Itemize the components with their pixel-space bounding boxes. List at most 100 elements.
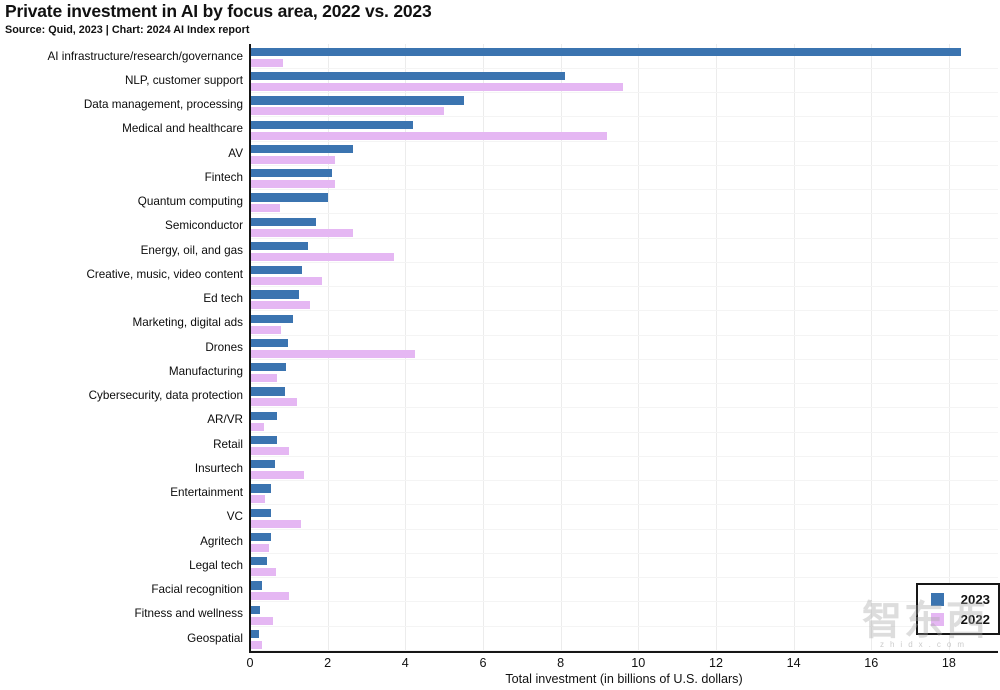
bar-2023 [250,314,293,323]
bar-group [250,460,305,480]
row-separator [250,480,998,482]
category-label: Semiconductor [165,219,243,233]
bar-group [250,411,278,431]
bar-2023 [250,338,289,348]
bar-2022 [250,325,282,334]
row-separator [250,189,998,191]
bar-group [250,72,623,92]
category-label: Legal tech [189,558,243,572]
bar-2022 [250,398,297,407]
bar-2023 [250,72,565,81]
category-row: NLP, customer support [0,69,1000,94]
bar-2022 [250,592,289,601]
category-label: Energy, oil, and gas [140,243,243,257]
x-tick-label: 18 [941,656,956,670]
bar-2022 [250,471,305,480]
bar-2023 [250,217,316,226]
bar-group [250,508,301,528]
category-label: Quantum computing [137,195,243,209]
category-row: Energy, oil, and gas [0,239,1000,263]
category-row: Medical and healthcare [0,117,1000,142]
bar-2022 [250,446,289,455]
bar-group [250,193,328,213]
gridline-x-10 [638,44,640,652]
gridline-x-18 [948,44,950,652]
bar-2023 [250,193,328,202]
x-tick-label: 8 [557,656,565,670]
bar-2022 [250,616,274,625]
bar-group [250,47,961,67]
category-row: Creative, music, video content [0,263,1000,288]
bar-2023 [250,581,262,590]
x-axis-line [249,650,998,653]
bar-2023 [250,557,268,566]
bar-2022 [250,640,262,649]
x-tick-label: 2 [324,656,332,670]
category-row: Fitness and wellness [0,602,1000,627]
bar-group [250,144,353,164]
x-tick-label: 6 [479,656,487,670]
bar-2023 [250,241,309,251]
bar-2023 [250,508,271,517]
bar-group [250,314,293,334]
category-label: Insurtech [194,461,243,475]
bar-2023 [250,532,271,542]
category-label: Fitness and wellness [134,607,244,621]
category-row: Entertainment [0,481,1000,506]
category-row: VC [0,505,1000,530]
bar-2023 [250,120,414,129]
bar-2023 [250,387,285,396]
bar-2022 [250,155,336,164]
category-row: Marketing, digital ads [0,311,1000,336]
x-tick-label: 16 [864,656,879,670]
legend-entry-2023: 2023 [918,591,998,607]
category-row: Quantum computing [0,190,1000,215]
category-label: Agritech [200,534,243,548]
bar-2023 [250,435,278,445]
row-separator [250,383,998,385]
row-separator [250,528,998,530]
bar-2022 [250,180,336,189]
category-label: Geospatial [187,631,243,645]
category-row: Ed tech [0,287,1000,312]
bar-2022 [250,519,301,528]
gridline-x-16 [871,44,873,652]
legend: 2023 2022 [916,583,1000,635]
bar-2022 [250,568,276,577]
row-separator [250,358,998,360]
legend-label: 2022 [960,611,990,627]
category-row: AI infrastructure/research/governance [0,45,1000,69]
category-label: Data management, processing [83,98,243,112]
bar-2022 [250,349,415,358]
bar-2023 [250,460,275,469]
bar-2023 [250,266,303,275]
bar-2023 [250,605,260,614]
bar-2022 [250,543,269,552]
row-separator [250,92,998,94]
legend-entry-2022: 2022 [918,611,998,627]
bar-2023 [250,290,299,299]
row-separator [250,261,998,263]
category-row: Semiconductor [0,214,1000,239]
bar-2022 [250,374,278,383]
bar-2022 [250,301,311,310]
row-separator [250,625,998,627]
bar-2023 [250,411,278,420]
category-row: AR/VR [0,408,1000,433]
bar-group [250,169,336,189]
category-label: Medical and healthcare [122,122,243,136]
source-credit: Source: Quid, 2023 | Chart: 2024 AI Inde… [5,24,250,36]
bar-2022 [250,228,353,237]
row-separator [250,504,998,506]
bar-group [250,605,274,625]
bar-group [250,484,272,504]
category-row: Legal tech [0,554,1000,579]
gridline-x-6 [482,44,484,652]
bar-2023 [250,363,286,372]
row-separator [250,649,998,651]
bar-2022 [250,204,281,213]
bar-group [250,290,311,310]
row-separator [250,407,998,409]
category-label: Drones [205,340,243,354]
